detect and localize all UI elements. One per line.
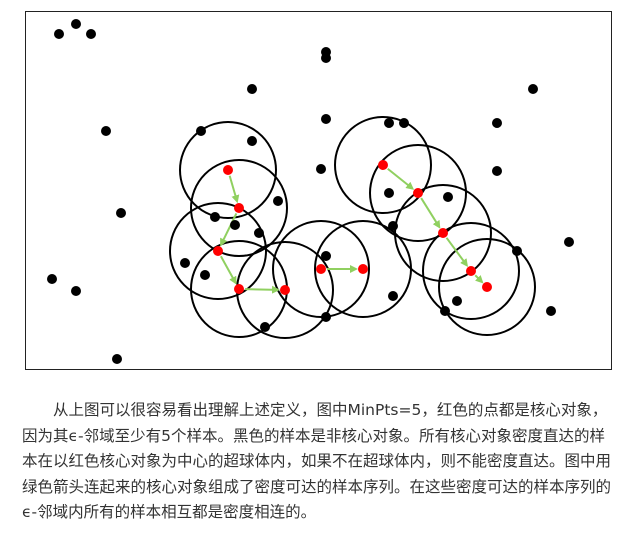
noncore-sample-point <box>388 221 398 231</box>
core-object-point <box>213 246 223 256</box>
noncore-sample-point <box>528 84 538 94</box>
noncore-sample-point <box>254 228 264 238</box>
noncore-sample-point <box>210 212 220 222</box>
density-reachable-arrow <box>474 274 484 284</box>
noncore-sample-point <box>273 196 283 206</box>
noncore-sample-point <box>112 354 122 364</box>
density-reachable-arrow <box>445 237 469 267</box>
noncore-sample-point <box>492 166 502 176</box>
density-reachable-arrow <box>220 255 237 285</box>
noncore-sample-point <box>546 306 556 316</box>
noncore-sample-point <box>384 188 394 198</box>
core-object-point <box>223 165 233 175</box>
density-reachable-arrow <box>228 175 240 204</box>
noncore-sample-point <box>492 118 502 128</box>
noncore-sample-point <box>321 312 331 322</box>
noncore-sample-point <box>54 29 64 39</box>
density-reachable-arrow <box>220 212 238 247</box>
noncore-sample-point <box>321 53 331 63</box>
noncore-sample-point <box>388 291 398 301</box>
noncore-sample-point <box>384 118 394 128</box>
epsilon-neighborhood-circle <box>394 184 492 282</box>
core-object-point <box>280 285 290 295</box>
density-reachable-arrow <box>387 167 415 190</box>
epsilon-neighborhood-circle <box>334 116 432 214</box>
epsilon-neighborhood-circle <box>438 238 536 336</box>
core-object-point <box>234 284 244 294</box>
noncore-sample-point <box>71 19 81 29</box>
noncore-sample-point <box>247 136 257 146</box>
noncore-sample-point <box>512 246 522 256</box>
core-object-point <box>378 160 388 170</box>
noncore-sample-point <box>101 126 111 136</box>
noncore-sample-point <box>247 84 257 94</box>
noncore-sample-point <box>71 286 81 296</box>
noncore-sample-point <box>86 29 96 39</box>
noncore-sample-point <box>399 118 409 128</box>
core-object-point <box>413 188 423 198</box>
epsilon-neighborhood-circle <box>190 159 288 257</box>
noncore-sample-point <box>230 220 240 230</box>
noncore-sample-point <box>260 322 270 332</box>
density-reachable-arrow <box>244 285 281 294</box>
noncore-sample-point <box>443 192 453 202</box>
epsilon-neighborhood-circle <box>179 121 277 219</box>
noncore-sample-point <box>180 258 190 268</box>
noncore-sample-point <box>564 237 574 247</box>
epsilon-neighborhood-circle <box>369 144 467 242</box>
core-object-point <box>438 228 448 238</box>
noncore-sample-point <box>200 270 210 280</box>
core-object-point <box>316 264 326 274</box>
core-object-point <box>234 203 244 213</box>
noncore-sample-point <box>116 208 126 218</box>
dbscan-diagram <box>47 19 574 364</box>
core-object-point <box>466 266 476 276</box>
noncore-sample-point <box>316 164 326 174</box>
noncore-sample-point <box>196 126 206 136</box>
epsilon-neighborhood-circle <box>169 202 267 300</box>
noncore-sample-point <box>321 251 331 261</box>
noncore-sample-point <box>452 296 462 306</box>
noncore-sample-point <box>321 114 331 124</box>
core-object-point <box>482 282 492 292</box>
noncore-sample-point <box>440 306 450 316</box>
core-object-point <box>358 264 368 274</box>
noncore-sample-point <box>47 274 57 284</box>
caption-paragraph: 从上图可以很容易看出理解上述定义，图中MinPts=5，红色的点都是核心对象，因… <box>22 401 612 521</box>
dbscan-figure <box>25 11 612 370</box>
epsilon-neighborhood-circle <box>422 222 520 320</box>
density-reachable-arrow <box>420 197 441 229</box>
